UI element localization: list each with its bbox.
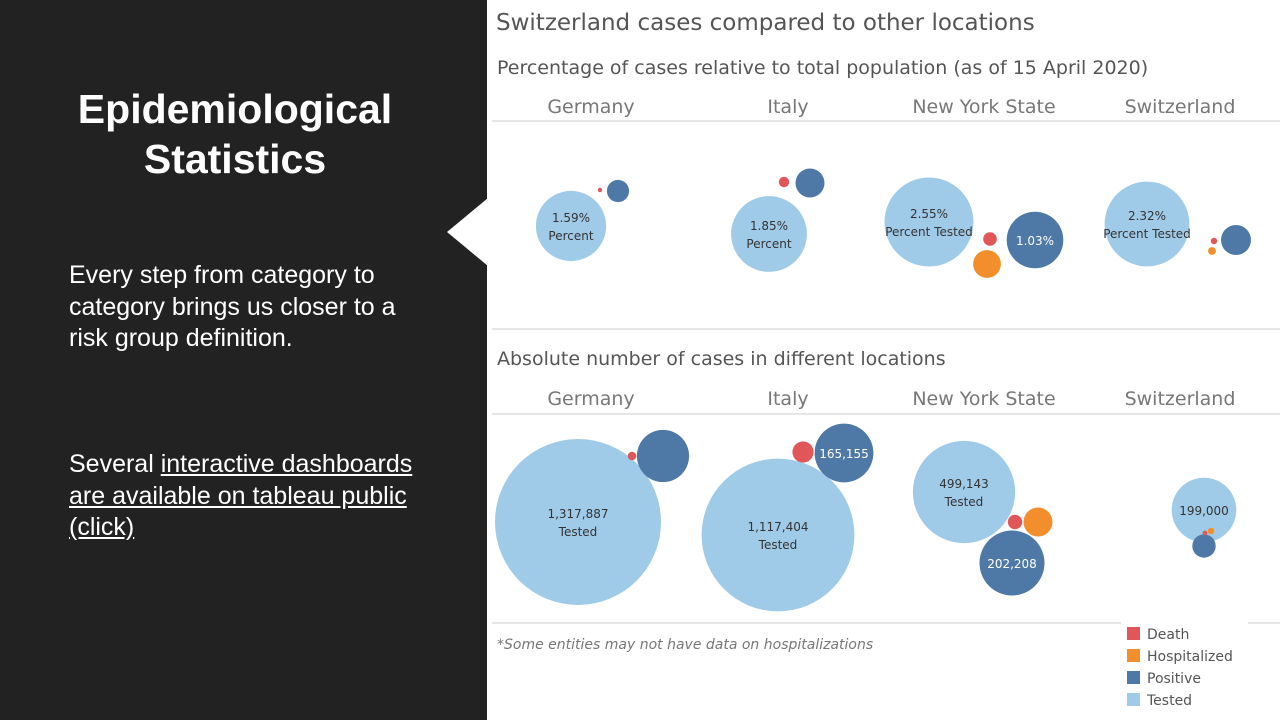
bubble-italy-death[interactable] [778, 176, 790, 188]
bubble-switzerland-positive[interactable] [1192, 534, 1216, 558]
column-header-switzerland: Switzerland [1125, 96, 1236, 118]
column-header-switzerland: Switzerland [1125, 388, 1236, 410]
legend-swatch-hospitalized [1127, 649, 1140, 662]
data-label-new-york-state-tested-2: Tested [944, 495, 984, 509]
chart-title-absolute: Absolute number of cases in different lo… [497, 348, 946, 370]
slide-text-panel: Epidemiological Statistics Every step fr… [0, 0, 488, 720]
column-header-italy: Italy [767, 96, 808, 118]
legend-label-hospitalized: Hospitalized [1147, 649, 1233, 665]
chart-title-percentage: Percentage of cases relative to total po… [497, 57, 1148, 79]
bubbles-percentage: 1.59% Percent 1.85% Percent 2.55% Percent Tes… [535, 168, 1251, 278]
bubble-italy-positive[interactable] [795, 168, 825, 198]
bubble-switzerland-tested[interactable] [1171, 477, 1237, 543]
data-label-germany-tested-2: Percent [548, 229, 593, 243]
data-label-italy-positive-1: 165,155 [819, 447, 869, 461]
data-label-new-york-state-tested-1: 2.55% [910, 207, 948, 221]
bubble-new-york-state-death[interactable] [1007, 514, 1023, 530]
dashboard-panel: Switzerland cases compared to other loca… [487, 0, 1280, 720]
bubble-italy-positive[interactable] [814, 423, 874, 483]
bubble-italy-death[interactable] [792, 441, 814, 463]
bubble-italy-tested[interactable] [701, 458, 855, 612]
slide-body-text: Every step from category to category bri… [69, 261, 396, 352]
legend: Death Hospitalized Positive Tested [1121, 619, 1248, 720]
data-label-italy-tested-2: Tested [758, 538, 798, 552]
slide-title: Epidemiological Statistics [40, 84, 430, 184]
bubble-new-york-state-hospitalized[interactable] [1023, 507, 1053, 537]
data-label-italy-tested-2: Percent [746, 237, 791, 251]
legend-label-positive: Positive [1147, 671, 1201, 687]
bubble-italy-tested[interactable] [731, 196, 807, 272]
bubble-switzerland-positive[interactable] [1221, 225, 1251, 255]
bubble-new-york-state-tested[interactable] [912, 440, 1016, 544]
dashboard-title: Switzerland cases compared to other loca… [496, 10, 1035, 36]
bubble-new-york-state-hospitalized[interactable] [973, 250, 1001, 278]
bubble-new-york-state-death[interactable] [983, 232, 997, 246]
legend-label-death: Death [1147, 627, 1189, 643]
bubble-new-york-state-positive[interactable] [1006, 211, 1064, 269]
bubble-switzerland-hospitalized[interactable] [1208, 247, 1216, 255]
legend-swatch-positive [1127, 671, 1140, 684]
data-label-germany-tested-1: 1,317,887 [547, 507, 608, 521]
data-label-switzerland-tested-1: 2.32% [1128, 209, 1166, 223]
data-label-new-york-state-tested-1: 499,143 [939, 477, 989, 491]
data-label-italy-tested-1: 1,117,404 [747, 520, 808, 534]
data-label-new-york-state-positive-1: 1.03% [1016, 234, 1054, 248]
column-header-new-york-state: New York State [912, 388, 1055, 410]
footnote: *Some entities may not have data on hosp… [497, 637, 873, 653]
legend-swatch-tested [1127, 693, 1140, 706]
slide-title-line1: Epidemiological [77, 86, 393, 132]
column-header-italy: Italy [767, 388, 808, 410]
bubble-switzerland-tested[interactable] [1104, 181, 1190, 267]
slide-title-line2: Statistics [143, 136, 327, 182]
column-headers-absolute: Germany Italy New York State Switzerland [547, 388, 1235, 410]
bubble-germany-positive[interactable] [636, 429, 690, 483]
legend-background [1121, 619, 1248, 720]
legend-label-tested: Tested [1146, 693, 1192, 709]
data-label-switzerland-tested-1: 199,000 [1179, 504, 1229, 518]
column-header-germany: Germany [547, 96, 634, 118]
data-label-new-york-state-positive-1: 202,208 [987, 557, 1037, 571]
bubble-switzerland-death[interactable] [1210, 237, 1218, 245]
data-label-italy-tested-1: 1.85% [750, 219, 788, 233]
bubble-new-york-state-tested[interactable] [884, 177, 974, 267]
bubbles-absolute: 1,317,887 Tested 1,117,404 Tested 165,155 499… [495, 423, 1237, 612]
slide-dashboard-note: Several interactive dashboards are avail… [69, 449, 439, 544]
bubble-germany-death[interactable] [597, 187, 603, 193]
column-header-germany: Germany [547, 388, 634, 410]
dashboard-note-prefix: Several [69, 450, 161, 478]
bubble-germany-tested[interactable] [535, 190, 607, 262]
data-label-switzerland-tested-2: Percent Tested [1103, 227, 1191, 241]
tableau-public-link[interactable]: interactive dashboards are available on … [69, 450, 413, 541]
column-header-new-york-state: New York State [912, 96, 1055, 118]
bubble-germany-positive[interactable] [606, 179, 630, 203]
data-label-germany-tested-1: 1.59% [552, 211, 590, 225]
data-label-germany-tested-2: Tested [558, 525, 598, 539]
legend-swatch-death [1127, 627, 1140, 640]
bubble-germany-death[interactable] [627, 451, 637, 461]
pointer-arrow [447, 198, 488, 266]
bubble-new-york-state-positive[interactable] [979, 530, 1045, 596]
data-label-new-york-state-tested-2: Percent Tested [885, 225, 973, 239]
dashboard-svg: Switzerland cases compared to other loca… [492, 10, 1280, 720]
column-headers-percentage: Germany Italy New York State Switzerland [547, 96, 1235, 118]
bubble-switzerland-hospitalized[interactable] [1207, 527, 1215, 535]
bubble-germany-tested[interactable] [495, 439, 661, 605]
bubble-switzerland-death[interactable] [1202, 530, 1208, 536]
